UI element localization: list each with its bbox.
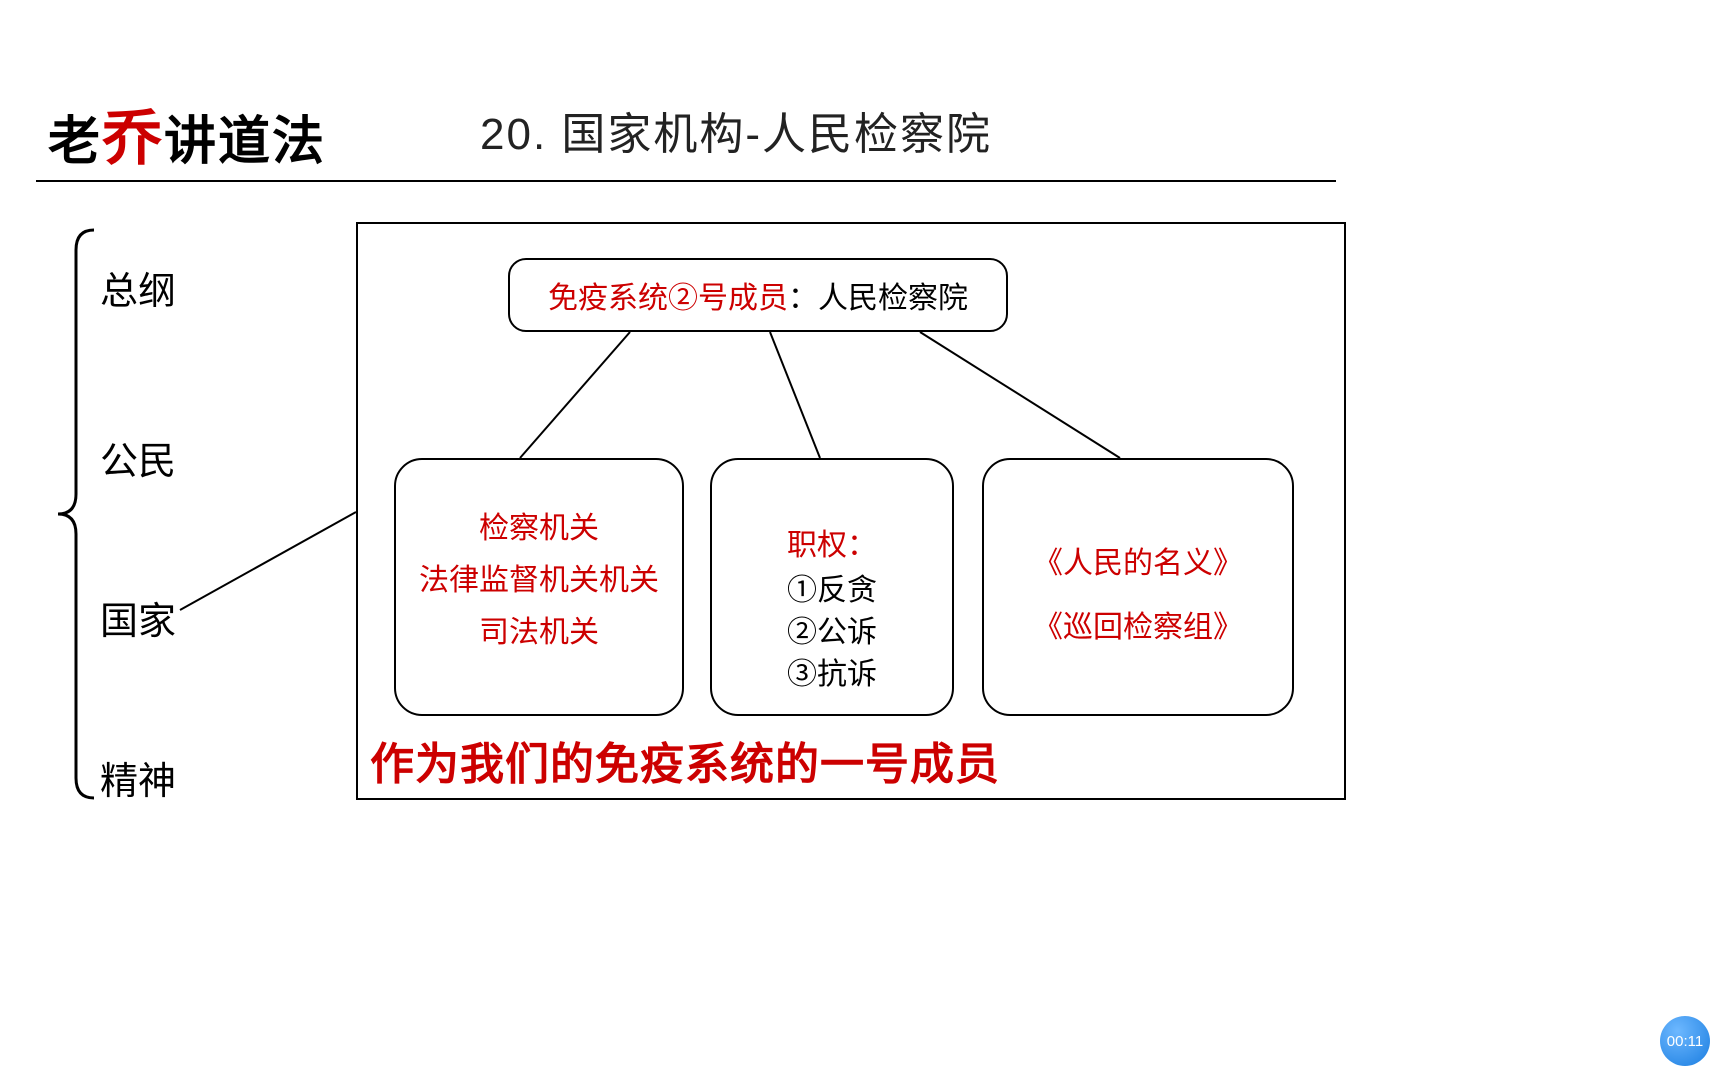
child3-line: 《巡回检察组》	[984, 602, 1292, 646]
diagram-child-refs: 《人民的名义》 《巡回检察组》	[982, 458, 1294, 716]
slide-title: 20. 国家机构-人民检察院	[480, 98, 992, 162]
child2-item: ①反贪	[712, 570, 952, 612]
subtitle-caption: 作为我们的免疫系统的一号成员	[370, 728, 1000, 792]
side-label: 公民	[100, 430, 176, 485]
state-connector-line	[180, 512, 356, 610]
left-brace-icon	[58, 230, 94, 798]
logo-accent: 乔	[102, 106, 164, 172]
series-logo: 老乔讲道法	[48, 90, 326, 177]
side-label: 国家	[100, 590, 176, 645]
side-label: 总纲	[100, 260, 176, 315]
logo-pre: 老	[48, 113, 102, 171]
header-rule	[36, 180, 1336, 182]
slide-stage: 老乔讲道法 20. 国家机构-人民检察院 总纲 公民 国家 精神 免疫系统②号成…	[0, 0, 1728, 1080]
child1-line: 司法机关	[396, 618, 682, 648]
child1-line: 法律监督机关机关	[396, 566, 682, 596]
child3-line: 《人民的名义》	[984, 538, 1292, 582]
child1-line: 检察机关	[396, 514, 682, 544]
diagram-root-node: 免疫系统②号成员：人民检察院	[508, 258, 1008, 332]
timer-value: 00:11	[1667, 1033, 1703, 1050]
diagram-child-powers: 职权： ①反贪 ②公诉 ③抗诉	[710, 458, 954, 716]
root-node-black: ：人民检察院	[788, 273, 968, 317]
root-node-red: 免疫系统②号成员	[548, 273, 788, 317]
video-timer-badge[interactable]: 00:11	[1660, 1016, 1710, 1066]
diagram-child-nature: 检察机关 法律监督机关机关 司法机关	[394, 458, 684, 716]
child2-item: ②公诉	[712, 612, 952, 654]
logo-post: 讲道法	[164, 113, 326, 171]
child2-header: 职权：	[712, 520, 952, 564]
child2-item: ③抗诉	[712, 654, 952, 696]
side-label: 精神	[100, 750, 176, 805]
